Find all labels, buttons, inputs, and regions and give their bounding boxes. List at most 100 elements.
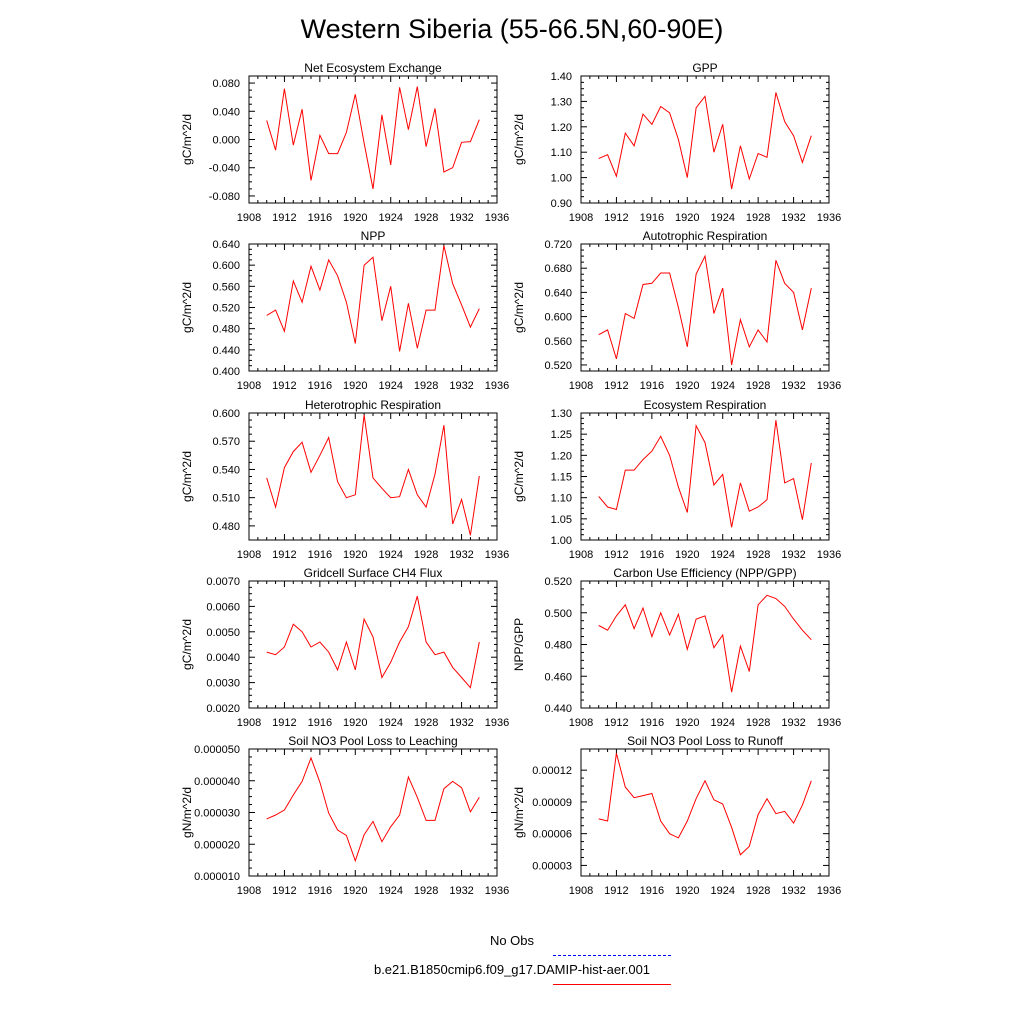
chart-10-series-line <box>598 753 812 856</box>
chart-10-xtick-label: 1928 <box>746 885 770 897</box>
chart-2-xtick-label: 1932 <box>781 212 805 224</box>
chart-2-ytick-label: 1.20 <box>551 122 572 134</box>
chart-2-xtick-label: 1916 <box>640 212 664 224</box>
chart-4-ytick-label: 0.680 <box>544 263 572 275</box>
chart-1-xtick-label: 1920 <box>343 212 367 224</box>
chart-5-series-line <box>266 414 480 536</box>
chart-8-ytick-label: 0.520 <box>544 576 572 588</box>
chart-8-panel: Carbon Use Efficiency (NPP/GPP) NPP/GPP 19… <box>512 566 841 729</box>
chart-7-ytick-label: 0.0030 <box>206 678 240 690</box>
chart-5-ytick-label: 0.510 <box>212 493 240 505</box>
chart-10-xtick-label: 1936 <box>817 885 841 897</box>
chart-6-series-line <box>598 420 812 528</box>
chart-8-series-line <box>598 594 812 693</box>
chart-5-panel: Heterotrophic Respiration gC/m^2/d 1908 191… <box>180 398 509 561</box>
legend-line-model-run <box>553 984 671 985</box>
chart-4-panel: Autotrophic Respiration gC/m^2/d 1908 1912 1… <box>512 229 841 392</box>
chart-3-ytick-label: 0.640 <box>212 239 240 251</box>
chart-5-xtick-label: 1908 <box>237 549 261 561</box>
chart-3-xtick-label: 1928 <box>414 380 438 392</box>
chart-3-ytick-label: 0.440 <box>212 345 240 357</box>
chart-3-xtick-label: 1932 <box>449 380 473 392</box>
chart-4-ytick-label: 0.640 <box>544 287 572 299</box>
chart-1-xtick-label: 1932 <box>449 212 473 224</box>
chart-4-ytick-label: 0.560 <box>544 336 572 348</box>
chart-9-ytick-label: 0.000030 <box>194 808 240 820</box>
chart-2-xtick-label: 1924 <box>710 212 734 224</box>
chart-9-ytick-label: 0.000050 <box>194 744 240 756</box>
chart-5-ytick-label: 0.540 <box>212 464 240 476</box>
chart-4-ytick-label: 0.600 <box>544 312 572 324</box>
chart-3-series-line <box>266 245 480 352</box>
chart-3-frame <box>248 243 498 372</box>
chart-7-xtick-label: 1928 <box>414 717 438 729</box>
chart-10-ytick-label: 0.00006 <box>532 829 572 841</box>
chart-1-frame <box>248 75 498 204</box>
chart-6-xtick-label: 1924 <box>710 549 734 561</box>
chart-8-xtick-label: 1932 <box>781 717 805 729</box>
chart-2-ytick-label: 1.10 <box>551 147 572 159</box>
chart-6-frame <box>580 412 830 541</box>
chart-8-xtick-label: 1928 <box>746 717 770 729</box>
legend-label-no-obs: No Obs <box>489 933 535 948</box>
chart-6-ytick-label: 1.10 <box>551 493 572 505</box>
chart-8-xtick-label: 1924 <box>710 717 734 729</box>
chart-9-xtick-label: 1908 <box>237 885 261 897</box>
chart-4-xtick-label: 1908 <box>569 380 593 392</box>
chart-6-ytick-label: 1.30 <box>551 408 572 420</box>
chart-8-ytick-label: 0.460 <box>544 671 572 683</box>
chart-7-ytick-label: 0.0020 <box>206 703 240 715</box>
chart-10-title: Soil NO3 Pool Loss to Runoff <box>627 734 784 748</box>
chart-5-ylabel: gC/m^2/d <box>180 451 194 502</box>
chart-1-xtick-label: 1908 <box>237 212 261 224</box>
chart-3-xtick-label: 1924 <box>378 380 402 392</box>
chart-9-ylabel: gN/m^2/d <box>180 787 194 838</box>
legend-line-no-obs <box>553 955 671 956</box>
chart-6-xtick-label: 1908 <box>569 549 593 561</box>
chart-3-xtick-label: 1908 <box>237 380 261 392</box>
chart-1-ytick-label: 0.040 <box>212 106 240 118</box>
chart-8-ytick-label: 0.500 <box>544 608 572 620</box>
chart-6-xtick-label: 1920 <box>675 549 699 561</box>
chart-8-xtick-label: 1908 <box>569 717 593 729</box>
chart-7-xtick-label: 1912 <box>272 717 296 729</box>
chart-2-frame <box>580 75 830 204</box>
chart-4-ytick-label: 0.720 <box>544 239 572 251</box>
chart-10-xtick-label: 1908 <box>569 885 593 897</box>
chart-5-ytick-label: 0.570 <box>212 436 240 448</box>
chart-2-xtick-label: 1936 <box>817 212 841 224</box>
chart-6-panel: Ecosystem Respiration gC/m^2/d 1908 1912 191… <box>512 398 841 561</box>
chart-4-xtick-label: 1932 <box>781 380 805 392</box>
chart-10-ytick-label: 0.00003 <box>532 860 572 872</box>
chart-7-xtick-label: 1920 <box>343 717 367 729</box>
chart-7-ytick-label: 0.0060 <box>206 601 240 613</box>
chart-8-xtick-label: 1916 <box>640 717 664 729</box>
chart-8-xtick-label: 1912 <box>604 717 628 729</box>
chart-4-ylabel: gC/m^2/d <box>512 282 526 333</box>
legend-label-model-run: b.e21.B1850cmip6.f09_g17.DAMIP-hist-aer.… <box>373 962 651 977</box>
chart-9-ytick-label: 0.000040 <box>194 776 240 788</box>
chart-4-xtick-label: 1916 <box>640 380 664 392</box>
chart-7-series-line <box>266 596 480 689</box>
chart-7-frame <box>248 580 498 709</box>
chart-10-xtick-label: 1924 <box>710 885 734 897</box>
chart-9-frame <box>248 748 498 877</box>
chart-3-xtick-label: 1912 <box>272 380 296 392</box>
chart-5-xtick-label: 1916 <box>308 549 332 561</box>
chart-10-ytick-label: 0.00012 <box>532 765 572 777</box>
chart-5-xtick-label: 1936 <box>485 549 509 561</box>
chart-10-ytick-label: 0.00009 <box>532 797 572 809</box>
chart-9-xtick-label: 1912 <box>272 885 296 897</box>
chart-9-ytick-label: 0.000020 <box>194 839 240 851</box>
chart-6-xtick-label: 1928 <box>746 549 770 561</box>
chart-3-ytick-label: 0.600 <box>212 260 240 272</box>
chart-5-ytick-label: 0.600 <box>212 408 240 420</box>
chart-9-title: Soil NO3 Pool Loss to Leaching <box>288 734 457 748</box>
chart-3-title: NPP <box>361 229 386 243</box>
chart-5-xtick-label: 1912 <box>272 549 296 561</box>
chart-10-frame <box>580 748 830 877</box>
chart-8-title: Carbon Use Efficiency (NPP/GPP) <box>613 566 796 580</box>
chart-3-ytick-label: 0.560 <box>212 281 240 293</box>
chart-9-panel: Soil NO3 Pool Loss to Leaching gN/m^2/d 19… <box>180 734 509 897</box>
